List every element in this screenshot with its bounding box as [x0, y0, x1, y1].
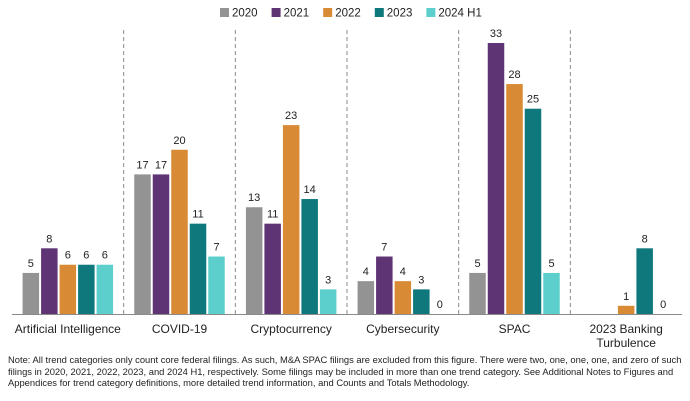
bar-2021-cybersecurity [376, 256, 393, 314]
x-tick-label-line: SPAC [499, 322, 531, 336]
x-tick-label-line: Artificial Intelligence [15, 322, 121, 336]
data-label-2022-spac: 28 [508, 69, 520, 81]
bar-2022-covid-19 [171, 149, 188, 314]
data-label-2023-2023-banking-turbulence: 8 [642, 233, 648, 245]
bar-2021-artificial-intelligence [41, 248, 58, 314]
bar-2023-artificial-intelligence [78, 264, 95, 314]
x-tick-label-line: COVID-19 [152, 322, 208, 336]
data-label-2020-spac: 5 [474, 258, 480, 270]
data-label-2021-cryptocurrency: 11 [267, 209, 278, 221]
legend-label-2020: 2020 [232, 8, 258, 20]
data-label-2022-2023-banking-turbulence: 1 [623, 291, 629, 303]
bar-2022-cybersecurity [394, 281, 412, 314]
legend-label-2021: 2021 [284, 8, 310, 20]
bar-2021-cryptocurrency [264, 223, 281, 314]
data-label-2021-artificial-intelligence: 8 [46, 233, 52, 245]
bar-2020-spac [469, 272, 486, 314]
bar-2022-artificial-intelligence [59, 264, 77, 314]
data-label-2023-covid-19: 11 [192, 209, 203, 221]
data-label-2023-spac: 25 [527, 94, 539, 106]
data-label-2024-h1-2023-banking-turbulence: 0 [660, 299, 666, 311]
data-label-2024-h1-covid-19: 7 [213, 242, 219, 254]
legend-swatch-2020 [220, 8, 229, 17]
bar-2023-cryptocurrency [301, 199, 318, 314]
data-label-2024-h1-cryptocurrency: 3 [325, 274, 331, 286]
bar-2021-spac [487, 43, 505, 314]
data-label-2021-covid-19: 17 [155, 159, 167, 171]
bar-2024-h1-spac [543, 272, 560, 314]
legend-label-2024-h1: 2024 H1 [438, 8, 481, 20]
data-label-2023-cryptocurrency: 14 [304, 184, 316, 196]
bar-2020-artificial-intelligence [22, 272, 40, 314]
data-label-2024-h1-artificial-intelligence: 6 [102, 250, 108, 262]
x-tick-label-spac: SPAC [499, 322, 531, 336]
data-label-2023-cybersecurity: 3 [418, 274, 424, 286]
data-label-2021-spac: 33 [490, 28, 502, 40]
bar-2020-cryptocurrency [245, 207, 263, 314]
x-tick-label-line: Turbulence [596, 336, 656, 350]
data-label-2020-cybersecurity: 4 [363, 266, 369, 278]
bar-2020-cybersecurity [357, 281, 375, 314]
bar-2024-h1-cryptocurrency [319, 289, 337, 314]
data-label-2022-covid-19: 20 [173, 135, 185, 147]
x-tick-label-line: Cybersecurity [366, 322, 439, 336]
legend-swatch-2021 [271, 8, 281, 17]
bar-2022-2023-banking-turbulence [617, 305, 635, 314]
x-tick-label-line: 2023 Banking [589, 322, 662, 336]
legend-swatch-2022 [323, 8, 333, 17]
bar-2023-spac [524, 108, 542, 315]
data-label-2022-cybersecurity: 4 [400, 266, 406, 278]
data-label-2023-artificial-intelligence: 6 [83, 250, 89, 262]
bar-2021-covid-19 [152, 174, 170, 314]
bar-2023-2023-banking-turbulence [636, 248, 653, 314]
bar-2020-covid-19 [134, 174, 151, 314]
x-tick-label-covid-19: COVID-19 [152, 322, 208, 336]
x-tick-label-line: Cryptocurrency [250, 322, 331, 336]
data-label-2020-covid-19: 17 [136, 159, 148, 171]
chart-note: Note: All trend categories only count co… [8, 354, 682, 389]
data-label-2022-artificial-intelligence: 6 [65, 250, 71, 262]
data-label-2020-cryptocurrency: 13 [248, 192, 260, 204]
legend-swatch-2023 [374, 8, 384, 17]
x-tick-label-2023-banking-turbulence: 2023 Banking Turbulence [589, 322, 662, 350]
data-label-2024-h1-spac: 5 [548, 258, 554, 270]
x-tick-label-artificial-intelligence: Artificial Intelligence [15, 322, 121, 336]
data-label-2021-cybersecurity: 7 [381, 242, 387, 254]
bar-2023-covid-19 [189, 223, 207, 314]
data-label-2020-artificial-intelligence: 5 [28, 258, 34, 270]
legend-label-2023: 2023 [387, 8, 413, 20]
bar-2024-h1-artificial-intelligence [96, 264, 114, 314]
x-tick-label-cybersecurity: Cybersecurity [366, 322, 439, 336]
bar-2024-h1-covid-19 [208, 256, 225, 314]
data-label-2022-cryptocurrency: 23 [285, 110, 297, 122]
bar-2022-cryptocurrency [282, 125, 300, 314]
bar-2023-cybersecurity [413, 289, 430, 314]
legend-swatch-2024-h1 [426, 8, 436, 17]
legend-label-2022: 2022 [335, 8, 361, 20]
x-tick-label-cryptocurrency: Cryptocurrency [250, 322, 331, 336]
bar-2022-spac [506, 84, 523, 314]
data-label-2024-h1-cybersecurity: 0 [437, 299, 443, 311]
